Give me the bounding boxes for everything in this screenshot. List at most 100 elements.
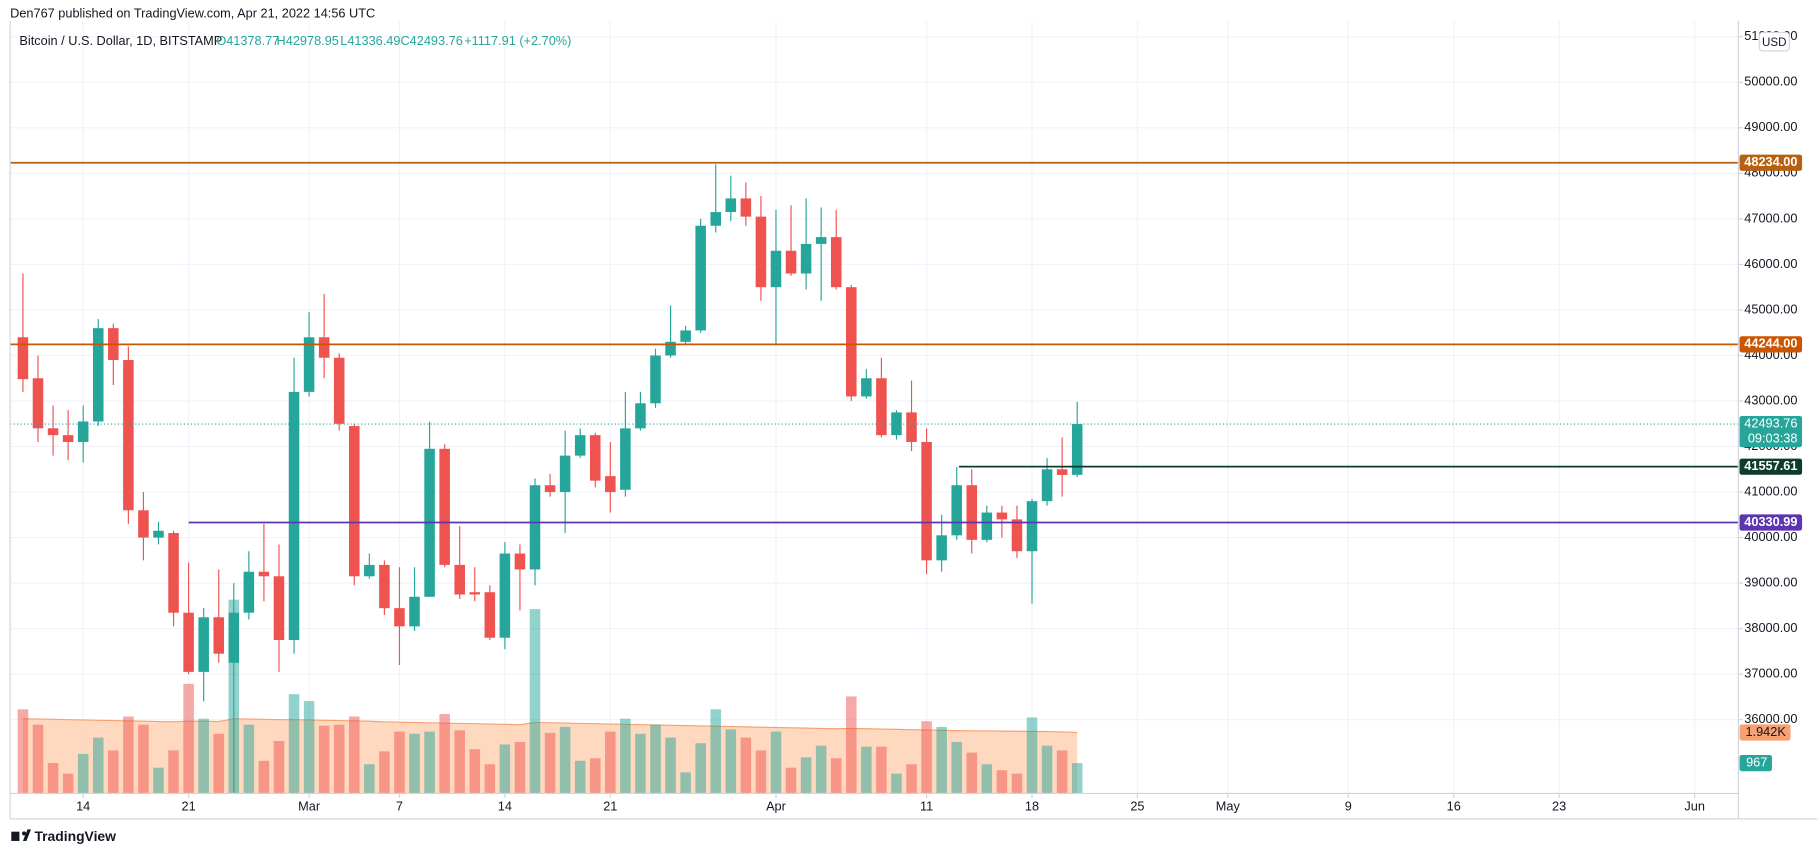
volume-bar [981,764,993,794]
volume-bar [529,609,541,794]
volume-bar [800,757,812,794]
y-tick-label: 50000.00 [1744,74,1797,89]
volume-label: 967 [1746,754,1767,769]
x-tick-label: 11 [920,799,933,814]
level-label-box [1739,336,1803,353]
volume-bar [815,745,827,794]
ohlc-open: O41378.77 [216,33,279,48]
volume-bar [740,737,752,794]
candle-body [966,485,978,540]
candle-body [349,426,360,577]
y-tick-label: 47000.00 [1744,210,1797,225]
volume-bar [77,753,89,794]
volume-bar [138,724,149,794]
volume-bar [198,718,209,794]
volume-bar [349,716,360,794]
volume-bar [288,694,300,794]
candle-body [605,476,616,493]
candle-body [318,337,330,358]
y-tick-label: 40000.00 [1744,529,1797,544]
candle-body [1071,424,1083,475]
volume-bar [168,750,179,794]
candle-body [589,435,601,481]
candle-body [951,485,962,536]
level-label: 41557.61 [1744,458,1797,473]
volume-bar [92,737,104,794]
volume-bar [379,751,390,794]
candle-body [123,360,134,511]
candle-body [1026,501,1038,552]
x-tick-label: 16 [1447,799,1461,814]
volume-bar [1011,773,1023,794]
x-tick-label: 7 [396,799,403,814]
candle-body [484,592,496,638]
ohlc-close: C42493.76 [400,33,462,48]
candle-body [138,510,149,538]
candle-body [861,378,872,397]
x-tick-label: 21 [182,799,196,814]
volume-label-box [1739,754,1772,772]
candle-body [529,485,541,570]
candle-body [650,355,661,404]
x-tick-label: May [1216,799,1241,814]
level-label-box [1739,458,1803,475]
candle-body [785,250,797,274]
volume-bar [318,725,330,794]
volume-bar [635,733,646,794]
volume-bar [574,760,586,794]
level-label-box [1739,154,1803,171]
candle-body [409,596,420,627]
candle-body [544,485,556,493]
volume-bar [876,746,887,794]
y-tick-label: 38000.00 [1744,620,1797,635]
volume-bar [951,741,962,794]
volume-bar [936,726,947,794]
volume-bar [108,750,119,794]
volume-bar [153,767,164,794]
volume-bar [861,746,872,794]
volume-bar [213,733,225,794]
x-tick-label: 9 [1345,799,1352,814]
candle-body [695,225,706,331]
volume-bar [514,741,526,794]
volume-bar [32,724,44,794]
x-tick-label: 23 [1552,799,1566,814]
candle-body [725,198,737,213]
candle-body [47,428,59,436]
volume-bar [1056,750,1068,794]
candle-body [213,617,225,654]
footer: TradingView [34,828,116,844]
x-tick-label: 14 [498,799,512,814]
candle-body [800,243,812,274]
volume-pane [17,599,1083,794]
volume-bar [47,762,59,794]
candle-body [303,337,315,392]
currency-box[interactable] [1758,31,1790,52]
candle-body [830,237,842,288]
volume-bar [725,729,737,794]
currency[interactable]: USD [1762,37,1786,49]
candle-body [198,617,209,672]
candle-body [620,428,631,490]
candle-body [1041,469,1053,502]
candle-body [62,435,74,442]
volume-bar [123,716,134,794]
last-price-label: 42493.76 [1744,415,1797,430]
volume-bar [785,767,797,794]
volume-bar [243,724,255,794]
y-tick-label: 45000.00 [1744,301,1797,316]
candle-body [710,212,722,226]
volume-bar [966,752,978,794]
candle-body [32,378,44,429]
candle-body [364,564,375,577]
candle-body [981,512,993,540]
volume-bar [424,731,435,794]
symbol: Bitcoin / U.S. Dollar, 1D, BITSTAMP [19,33,222,48]
volume-bar [921,721,932,794]
ohlc-high: H42978.95 [277,33,339,48]
x-tick-label: 14 [76,799,90,814]
candle-body [680,330,691,342]
volume-bar [364,764,375,794]
candle-body [379,564,390,609]
